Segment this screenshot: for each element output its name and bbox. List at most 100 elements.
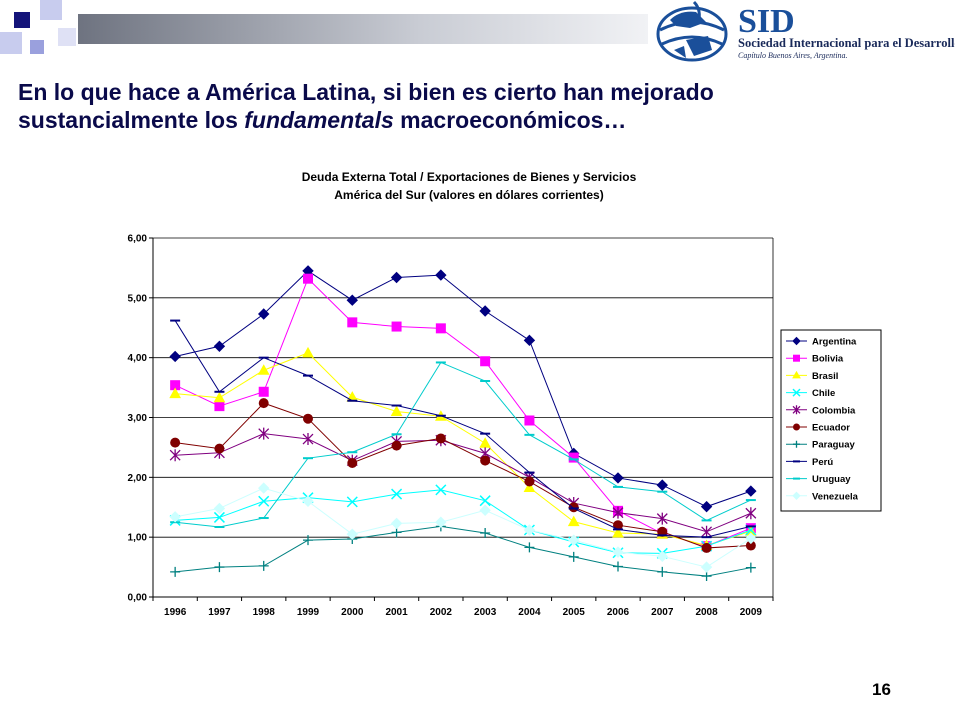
- legend-label: Uruguay: [812, 474, 851, 485]
- data-point: [745, 485, 757, 497]
- data-point: [480, 455, 491, 466]
- data-point: [568, 534, 580, 546]
- series-line: [174, 277, 752, 547]
- data-point: [391, 488, 403, 500]
- series-paraguay: [170, 521, 756, 582]
- legend-item-ecuador: Ecuador: [786, 423, 850, 434]
- data-point: [745, 562, 756, 573]
- data-point: [612, 506, 624, 519]
- y-tick-label: 6,00: [128, 234, 148, 245]
- data-point: [524, 542, 535, 553]
- legend-label: Ecuador: [812, 423, 850, 434]
- data-point: [390, 271, 403, 284]
- decor-square-light: [0, 32, 22, 54]
- data-point: [701, 542, 712, 553]
- y-tick-label: 0,00: [128, 593, 148, 604]
- series-line: [175, 489, 752, 554]
- legend-marker: [793, 440, 800, 448]
- data-point: [568, 452, 579, 463]
- chart-legend: Argentina Bolivia Brasil Chile Colombia Ecuad…: [780, 329, 882, 512]
- legend-item-brasil: Brasil: [786, 371, 838, 382]
- data-point: [612, 546, 624, 558]
- x-tick-label: 1996: [164, 607, 187, 618]
- data-point: [479, 495, 491, 507]
- x-tick-label: 1998: [253, 607, 276, 618]
- title-emphasis: fundamentals: [244, 107, 394, 133]
- legend-label: Paraguay: [812, 440, 855, 451]
- data-point: [214, 562, 225, 573]
- data-point: [524, 476, 535, 487]
- data-point: [656, 512, 668, 525]
- data-point: [346, 294, 358, 306]
- x-tick-label: 2002: [430, 607, 453, 618]
- data-point: [656, 550, 668, 563]
- data-point: [745, 532, 757, 545]
- series-colombia: [169, 427, 757, 538]
- legend-label: Bolivia: [812, 354, 844, 365]
- data-point: [257, 364, 270, 375]
- data-point: [347, 457, 358, 468]
- data-point: [258, 560, 269, 571]
- legend-marker: [792, 370, 801, 379]
- logo-name: Sociedad Internacional para el Desarroll…: [738, 36, 955, 50]
- data-point: [169, 387, 181, 399]
- legend-item-argentina: Argentina: [786, 337, 857, 348]
- x-tick-label: 2004: [518, 607, 541, 618]
- data-point: [170, 566, 181, 577]
- plot-area: 0,00 1,00 2,00 3,00 4,00 5,00 6,00 1996 1997 1998…: [128, 234, 774, 618]
- data-point: [391, 321, 402, 332]
- x-tick-label: 2006: [607, 607, 630, 618]
- legend-item-colombia: Colombia: [786, 405, 856, 416]
- data-point: [656, 479, 668, 491]
- data-point: [303, 413, 313, 424]
- header-gradient-bar: [78, 14, 648, 44]
- legend-label: Colombia: [812, 405, 856, 416]
- data-point: [170, 437, 181, 448]
- y-tick-label: 1,00: [128, 533, 148, 544]
- data-point: [435, 433, 446, 444]
- legend-item-uruguay: Uruguay: [786, 474, 851, 485]
- data-point: [303, 273, 313, 284]
- y-tick-label: 2,00: [128, 473, 148, 484]
- legend-marker: [792, 491, 801, 501]
- data-point: [258, 386, 269, 397]
- series-line: [175, 433, 752, 533]
- series-line: [174, 320, 751, 538]
- y-tick-label: 4,00: [128, 353, 148, 364]
- data-point: [258, 482, 270, 494]
- data-point: [479, 437, 491, 448]
- data-point: [302, 495, 314, 507]
- data-point: [347, 317, 358, 328]
- data-point: [657, 566, 668, 577]
- data-point: [613, 561, 623, 572]
- data-point: [213, 340, 226, 353]
- data-point: [612, 526, 624, 538]
- decor-square-navy: [14, 12, 30, 28]
- data-point: [169, 350, 181, 363]
- data-point: [258, 398, 269, 409]
- x-tick-label: 1997: [208, 607, 231, 618]
- legend-label: Brasil: [812, 371, 838, 382]
- legend-marker: [793, 423, 800, 431]
- data-point: [480, 527, 491, 538]
- data-point: [523, 334, 536, 347]
- data-point: [435, 484, 447, 496]
- x-tick-label: 2003: [474, 607, 497, 618]
- decor-square-light: [58, 28, 76, 46]
- data-point: [258, 308, 270, 320]
- data-point: [612, 472, 624, 484]
- legend-marker: [793, 354, 800, 362]
- globe-icon: [656, 0, 728, 62]
- title-line-2-end: macroeconómicos…: [393, 107, 627, 133]
- series-line: [175, 402, 751, 549]
- legend-label: Argentina: [812, 337, 857, 348]
- data-point: [435, 323, 446, 334]
- data-point: [258, 495, 270, 507]
- data-point: [390, 405, 403, 417]
- slide-title: En lo que hace a América Latina, si bien…: [18, 78, 878, 134]
- data-point: [523, 481, 536, 493]
- legend-marker: [792, 405, 801, 415]
- chart-title: Deuda Externa Total / Exportaciones de B…: [302, 170, 637, 184]
- x-tick-label: 2008: [695, 607, 718, 618]
- decor-square-mid: [30, 40, 44, 54]
